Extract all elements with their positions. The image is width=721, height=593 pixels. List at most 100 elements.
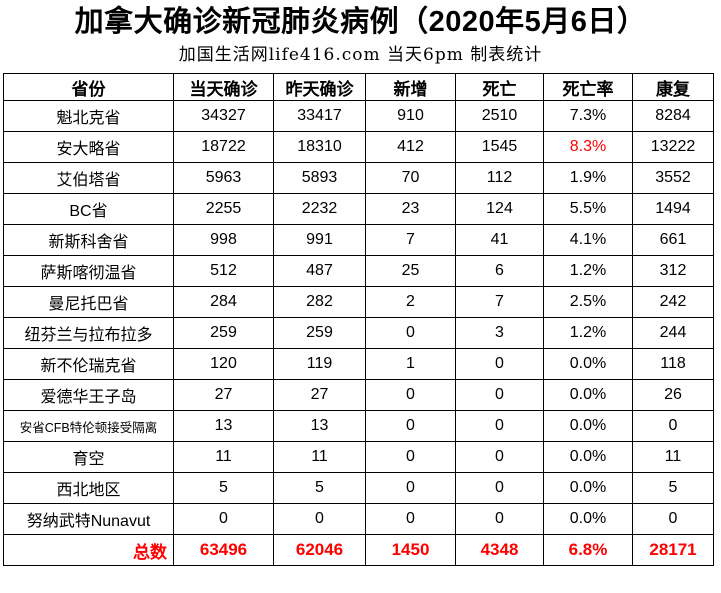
cell-new: 0 bbox=[365, 472, 456, 504]
cell-yesterday: 119 bbox=[273, 348, 366, 380]
table-row-nunavut: 努纳武特Nunavut 0 0 0 0 0.0% 0 bbox=[3, 503, 714, 535]
cell-province: 育空 bbox=[3, 441, 174, 473]
cell-today: 0 bbox=[173, 503, 274, 535]
cell-yesterday: 13 bbox=[273, 410, 366, 442]
cell-today: 5 bbox=[173, 472, 274, 504]
cell-recovered: 242 bbox=[632, 286, 714, 318]
cell-yesterday: 33417 bbox=[273, 100, 366, 132]
cell-yesterday: 259 bbox=[273, 317, 366, 349]
cell-province: 安大略省 bbox=[3, 131, 174, 163]
header-deaths: 死亡 bbox=[455, 73, 544, 101]
total-today: 63496 bbox=[173, 534, 274, 566]
cell-recovered: 13222 bbox=[632, 131, 714, 163]
cell-new: 0 bbox=[365, 410, 456, 442]
table-row-northwest-territories: 西北地区 5 5 0 0 0.0% 5 bbox=[3, 472, 714, 504]
total-label: 总数 bbox=[3, 534, 174, 566]
total-row: 总数 63496 62046 1450 4348 6.8% 28171 bbox=[3, 534, 714, 566]
cell-today: 13 bbox=[173, 410, 274, 442]
header-recovered: 康复 bbox=[632, 73, 714, 101]
cell-recovered: 0 bbox=[632, 410, 714, 442]
header-province: 省份 bbox=[3, 73, 174, 101]
table-row-manitoba: 曼尼托巴省 284 282 2 7 2.5% 242 bbox=[3, 286, 714, 318]
cell-deaths: 124 bbox=[455, 193, 544, 225]
cell-province: 西北地区 bbox=[3, 472, 174, 504]
cell-recovered: 8284 bbox=[632, 100, 714, 132]
cell-death-rate: 1.9% bbox=[543, 162, 633, 194]
cell-recovered: 3552 bbox=[632, 162, 714, 194]
cell-death-rate: 1.2% bbox=[543, 255, 633, 287]
cell-death-rate: 8.3% bbox=[543, 131, 633, 163]
cell-yesterday: 282 bbox=[273, 286, 366, 318]
cell-today: 18722 bbox=[173, 131, 274, 163]
cell-yesterday: 11 bbox=[273, 441, 366, 473]
cell-today: 11 bbox=[173, 441, 274, 473]
cell-recovered: 312 bbox=[632, 255, 714, 287]
cell-new: 412 bbox=[365, 131, 456, 163]
cell-today: 5963 bbox=[173, 162, 274, 194]
cell-yesterday: 27 bbox=[273, 379, 366, 411]
cell-death-rate: 2.5% bbox=[543, 286, 633, 318]
table-row-newfoundland-labrador: 纽芬兰与拉布拉多 259 259 0 3 1.2% 244 bbox=[3, 317, 714, 349]
cell-province: 纽芬兰与拉布拉多 bbox=[3, 317, 174, 349]
cell-new: 0 bbox=[365, 317, 456, 349]
cell-death-rate: 1.2% bbox=[543, 317, 633, 349]
cell-province: 萨斯喀彻温省 bbox=[3, 255, 174, 287]
cell-deaths: 0 bbox=[455, 410, 544, 442]
total-new: 1450 bbox=[365, 534, 456, 566]
header-yesterday-confirmed: 昨天确诊 bbox=[273, 73, 366, 101]
cell-today: 259 bbox=[173, 317, 274, 349]
cell-new: 7 bbox=[365, 224, 456, 256]
cell-today: 284 bbox=[173, 286, 274, 318]
total-recovered: 28171 bbox=[632, 534, 714, 566]
cell-new: 2 bbox=[365, 286, 456, 318]
cell-new: 23 bbox=[365, 193, 456, 225]
cell-yesterday: 18310 bbox=[273, 131, 366, 163]
header-death-rate: 死亡率 bbox=[543, 73, 633, 101]
cell-deaths: 3 bbox=[455, 317, 544, 349]
cell-deaths: 0 bbox=[455, 503, 544, 535]
cell-recovered: 26 bbox=[632, 379, 714, 411]
cell-today: 512 bbox=[173, 255, 274, 287]
table-row-quebec: 魁北克省 34327 33417 910 2510 7.3% 8284 bbox=[3, 100, 714, 132]
cell-death-rate: 0.0% bbox=[543, 410, 633, 442]
cell-province: 艾伯塔省 bbox=[3, 162, 174, 194]
cell-recovered: 5 bbox=[632, 472, 714, 504]
cell-today: 34327 bbox=[173, 100, 274, 132]
cell-yesterday: 487 bbox=[273, 255, 366, 287]
cell-new: 0 bbox=[365, 503, 456, 535]
cell-province: 爱德华王子岛 bbox=[3, 379, 174, 411]
cell-today: 998 bbox=[173, 224, 274, 256]
cell-province: BC省 bbox=[3, 193, 174, 225]
cell-deaths: 0 bbox=[455, 379, 544, 411]
cell-yesterday: 0 bbox=[273, 503, 366, 535]
cell-province: 安省CFB特伦顿接受隔离 bbox=[3, 410, 174, 442]
cell-recovered: 118 bbox=[632, 348, 714, 380]
cell-deaths: 0 bbox=[455, 472, 544, 504]
table-row-pei: 爱德华王子岛 27 27 0 0 0.0% 26 bbox=[3, 379, 714, 411]
cell-recovered: 1494 bbox=[632, 193, 714, 225]
cell-today: 27 bbox=[173, 379, 274, 411]
cell-recovered: 661 bbox=[632, 224, 714, 256]
cell-deaths: 112 bbox=[455, 162, 544, 194]
header-today-confirmed: 当天确诊 bbox=[173, 73, 274, 101]
cell-yesterday: 2232 bbox=[273, 193, 366, 225]
page-subtitle: 加国生活网life416.com 当天6pm 制表统计 bbox=[178, 45, 543, 65]
total-yesterday: 62046 bbox=[273, 534, 366, 566]
cell-death-rate: 4.1% bbox=[543, 224, 633, 256]
cell-new: 25 bbox=[365, 255, 456, 287]
cell-province: 魁北克省 bbox=[3, 100, 174, 132]
cell-new: 910 bbox=[365, 100, 456, 132]
cell-deaths: 41 bbox=[455, 224, 544, 256]
table-row-bc: BC省 2255 2232 23 124 5.5% 1494 bbox=[3, 193, 714, 225]
table-row-saskatchewan: 萨斯喀彻温省 512 487 25 6 1.2% 312 bbox=[3, 255, 714, 287]
covid-stats-table: 省份 当天确诊 昨天确诊 新增 死亡 死亡率 康复 魁北克省 34327 334… bbox=[3, 73, 714, 566]
cell-deaths: 0 bbox=[455, 348, 544, 380]
cell-deaths: 1545 bbox=[455, 131, 544, 163]
total-deaths: 4348 bbox=[455, 534, 544, 566]
cell-province: 努纳武特Nunavut bbox=[3, 503, 174, 535]
cell-province: 新斯科舍省 bbox=[3, 224, 174, 256]
total-death-rate: 6.8% bbox=[543, 534, 633, 566]
cell-deaths: 2510 bbox=[455, 100, 544, 132]
cell-today: 120 bbox=[173, 348, 274, 380]
